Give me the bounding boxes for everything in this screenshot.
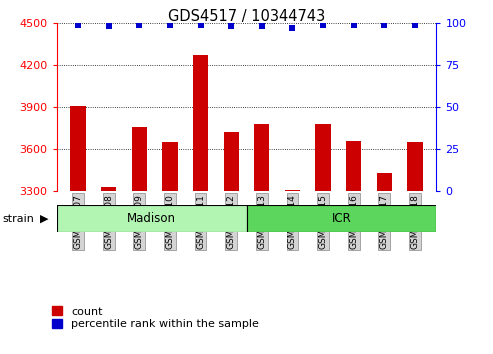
Bar xyxy=(193,55,208,191)
Legend: count, percentile rank within the sample: count, percentile rank within the sample xyxy=(52,307,259,330)
Text: Madison: Madison xyxy=(127,212,176,225)
Point xyxy=(258,23,266,29)
Bar xyxy=(70,106,86,191)
Point xyxy=(105,23,113,29)
Point xyxy=(74,22,82,28)
Text: strain: strain xyxy=(2,213,35,224)
Bar xyxy=(316,124,331,191)
Bar xyxy=(407,142,423,191)
Point xyxy=(319,22,327,28)
Point xyxy=(288,25,296,31)
Bar xyxy=(377,173,392,191)
Point xyxy=(227,23,235,29)
Bar xyxy=(254,124,270,191)
Bar xyxy=(285,190,300,191)
Text: ICR: ICR xyxy=(331,212,352,225)
Point xyxy=(350,22,357,28)
Point xyxy=(411,22,419,28)
Bar xyxy=(101,187,116,191)
Bar xyxy=(132,127,147,191)
Point xyxy=(136,22,143,28)
Point xyxy=(166,22,174,28)
Bar xyxy=(223,132,239,191)
Text: ▶: ▶ xyxy=(40,213,48,224)
Bar xyxy=(162,142,177,191)
Point xyxy=(380,22,388,28)
Bar xyxy=(57,205,246,232)
Bar xyxy=(246,205,436,232)
Point xyxy=(197,22,205,28)
Bar xyxy=(346,141,361,191)
Text: GDS4517 / 10344743: GDS4517 / 10344743 xyxy=(168,9,325,24)
